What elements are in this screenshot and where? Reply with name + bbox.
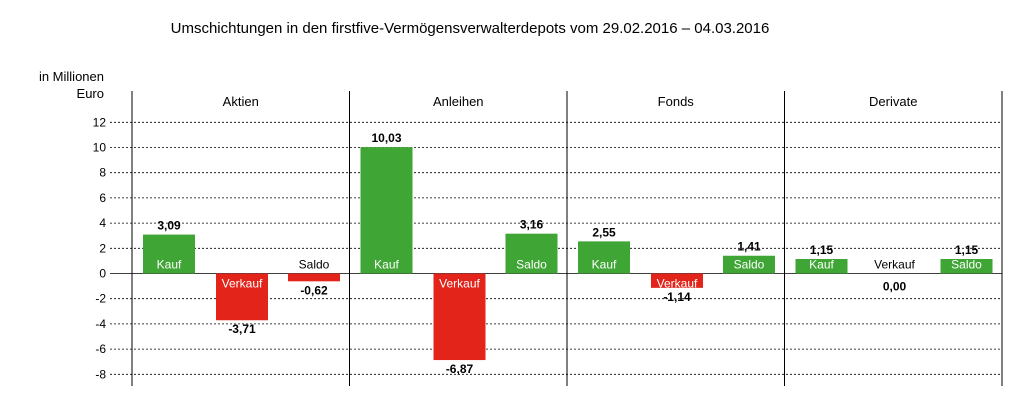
series-label-kauf: Kauf bbox=[157, 258, 182, 272]
y-tick-label: -2 bbox=[95, 292, 106, 306]
series-label-verkauf: Verkauf bbox=[874, 258, 915, 272]
bar-verkauf bbox=[651, 273, 703, 288]
bar-kauf bbox=[143, 234, 195, 274]
y-tick-label: -8 bbox=[95, 367, 106, 381]
y-axis-unit-line-1: in Millionen bbox=[39, 69, 104, 84]
bar-saldo bbox=[940, 259, 993, 274]
y-tick-label: 4 bbox=[99, 216, 106, 230]
y-tick-label: -4 bbox=[95, 317, 106, 331]
series-label-kauf: Kauf bbox=[809, 258, 834, 272]
y-tick-label: 2 bbox=[99, 241, 106, 255]
value-label: -3,71 bbox=[228, 322, 256, 336]
value-label: 3,16 bbox=[520, 218, 544, 232]
series-label-verkauf: Verkauf bbox=[657, 277, 698, 291]
value-label: 2,55 bbox=[592, 225, 616, 239]
value-label: 1,41 bbox=[737, 240, 761, 254]
bar-verkauf bbox=[216, 273, 268, 321]
category-label: Anleihen bbox=[433, 94, 484, 109]
series-label-saldo: Saldo bbox=[299, 258, 330, 272]
series-label-saldo: Saldo bbox=[951, 258, 982, 272]
chart-title: Umschichtungen in den firstfive-Vermögen… bbox=[171, 20, 770, 37]
category-label: Aktien bbox=[223, 94, 259, 109]
value-label: -6,87 bbox=[446, 362, 474, 376]
y-axis-unit-line-2: Euro bbox=[77, 86, 104, 101]
bar-saldo bbox=[288, 273, 340, 282]
value-label: 1,15 bbox=[810, 243, 834, 257]
series-label-saldo: Saldo bbox=[734, 258, 765, 272]
bar-saldo bbox=[723, 255, 775, 274]
series-label-kauf: Kauf bbox=[592, 258, 617, 272]
bar-saldo bbox=[505, 233, 558, 274]
y-tick-label: 12 bbox=[93, 115, 107, 129]
y-tick-label: -6 bbox=[95, 342, 106, 356]
bars bbox=[143, 147, 993, 361]
category-label: Fonds bbox=[658, 94, 695, 109]
series-label-saldo: Saldo bbox=[516, 258, 547, 272]
labels: Aktien 3,09 Kauf -3,71 Verkauf -0,62 Saldo Anle… bbox=[157, 94, 983, 376]
bar-kauf bbox=[795, 259, 848, 274]
value-label: 3,09 bbox=[157, 219, 181, 233]
series-label-kauf: Kauf bbox=[374, 258, 399, 272]
y-tick-label: 6 bbox=[99, 191, 106, 205]
value-label: 1,15 bbox=[955, 243, 979, 257]
value-label: 0,00 bbox=[883, 280, 907, 294]
series-label-verkauf: Verkauf bbox=[439, 277, 480, 291]
bar-kauf bbox=[360, 147, 413, 274]
category-label: Derivate bbox=[869, 94, 917, 109]
y-tick-label: 0 bbox=[99, 267, 106, 281]
value-label: 10,03 bbox=[371, 131, 401, 145]
y-tick-label: 10 bbox=[93, 141, 107, 155]
series-label-verkauf: Verkauf bbox=[222, 277, 263, 291]
bar-verkauf bbox=[433, 273, 486, 361]
value-label: -0,62 bbox=[300, 283, 328, 297]
value-label: -1,14 bbox=[663, 290, 691, 304]
y-tick-label: 8 bbox=[99, 166, 106, 180]
bar-kauf bbox=[578, 241, 630, 274]
